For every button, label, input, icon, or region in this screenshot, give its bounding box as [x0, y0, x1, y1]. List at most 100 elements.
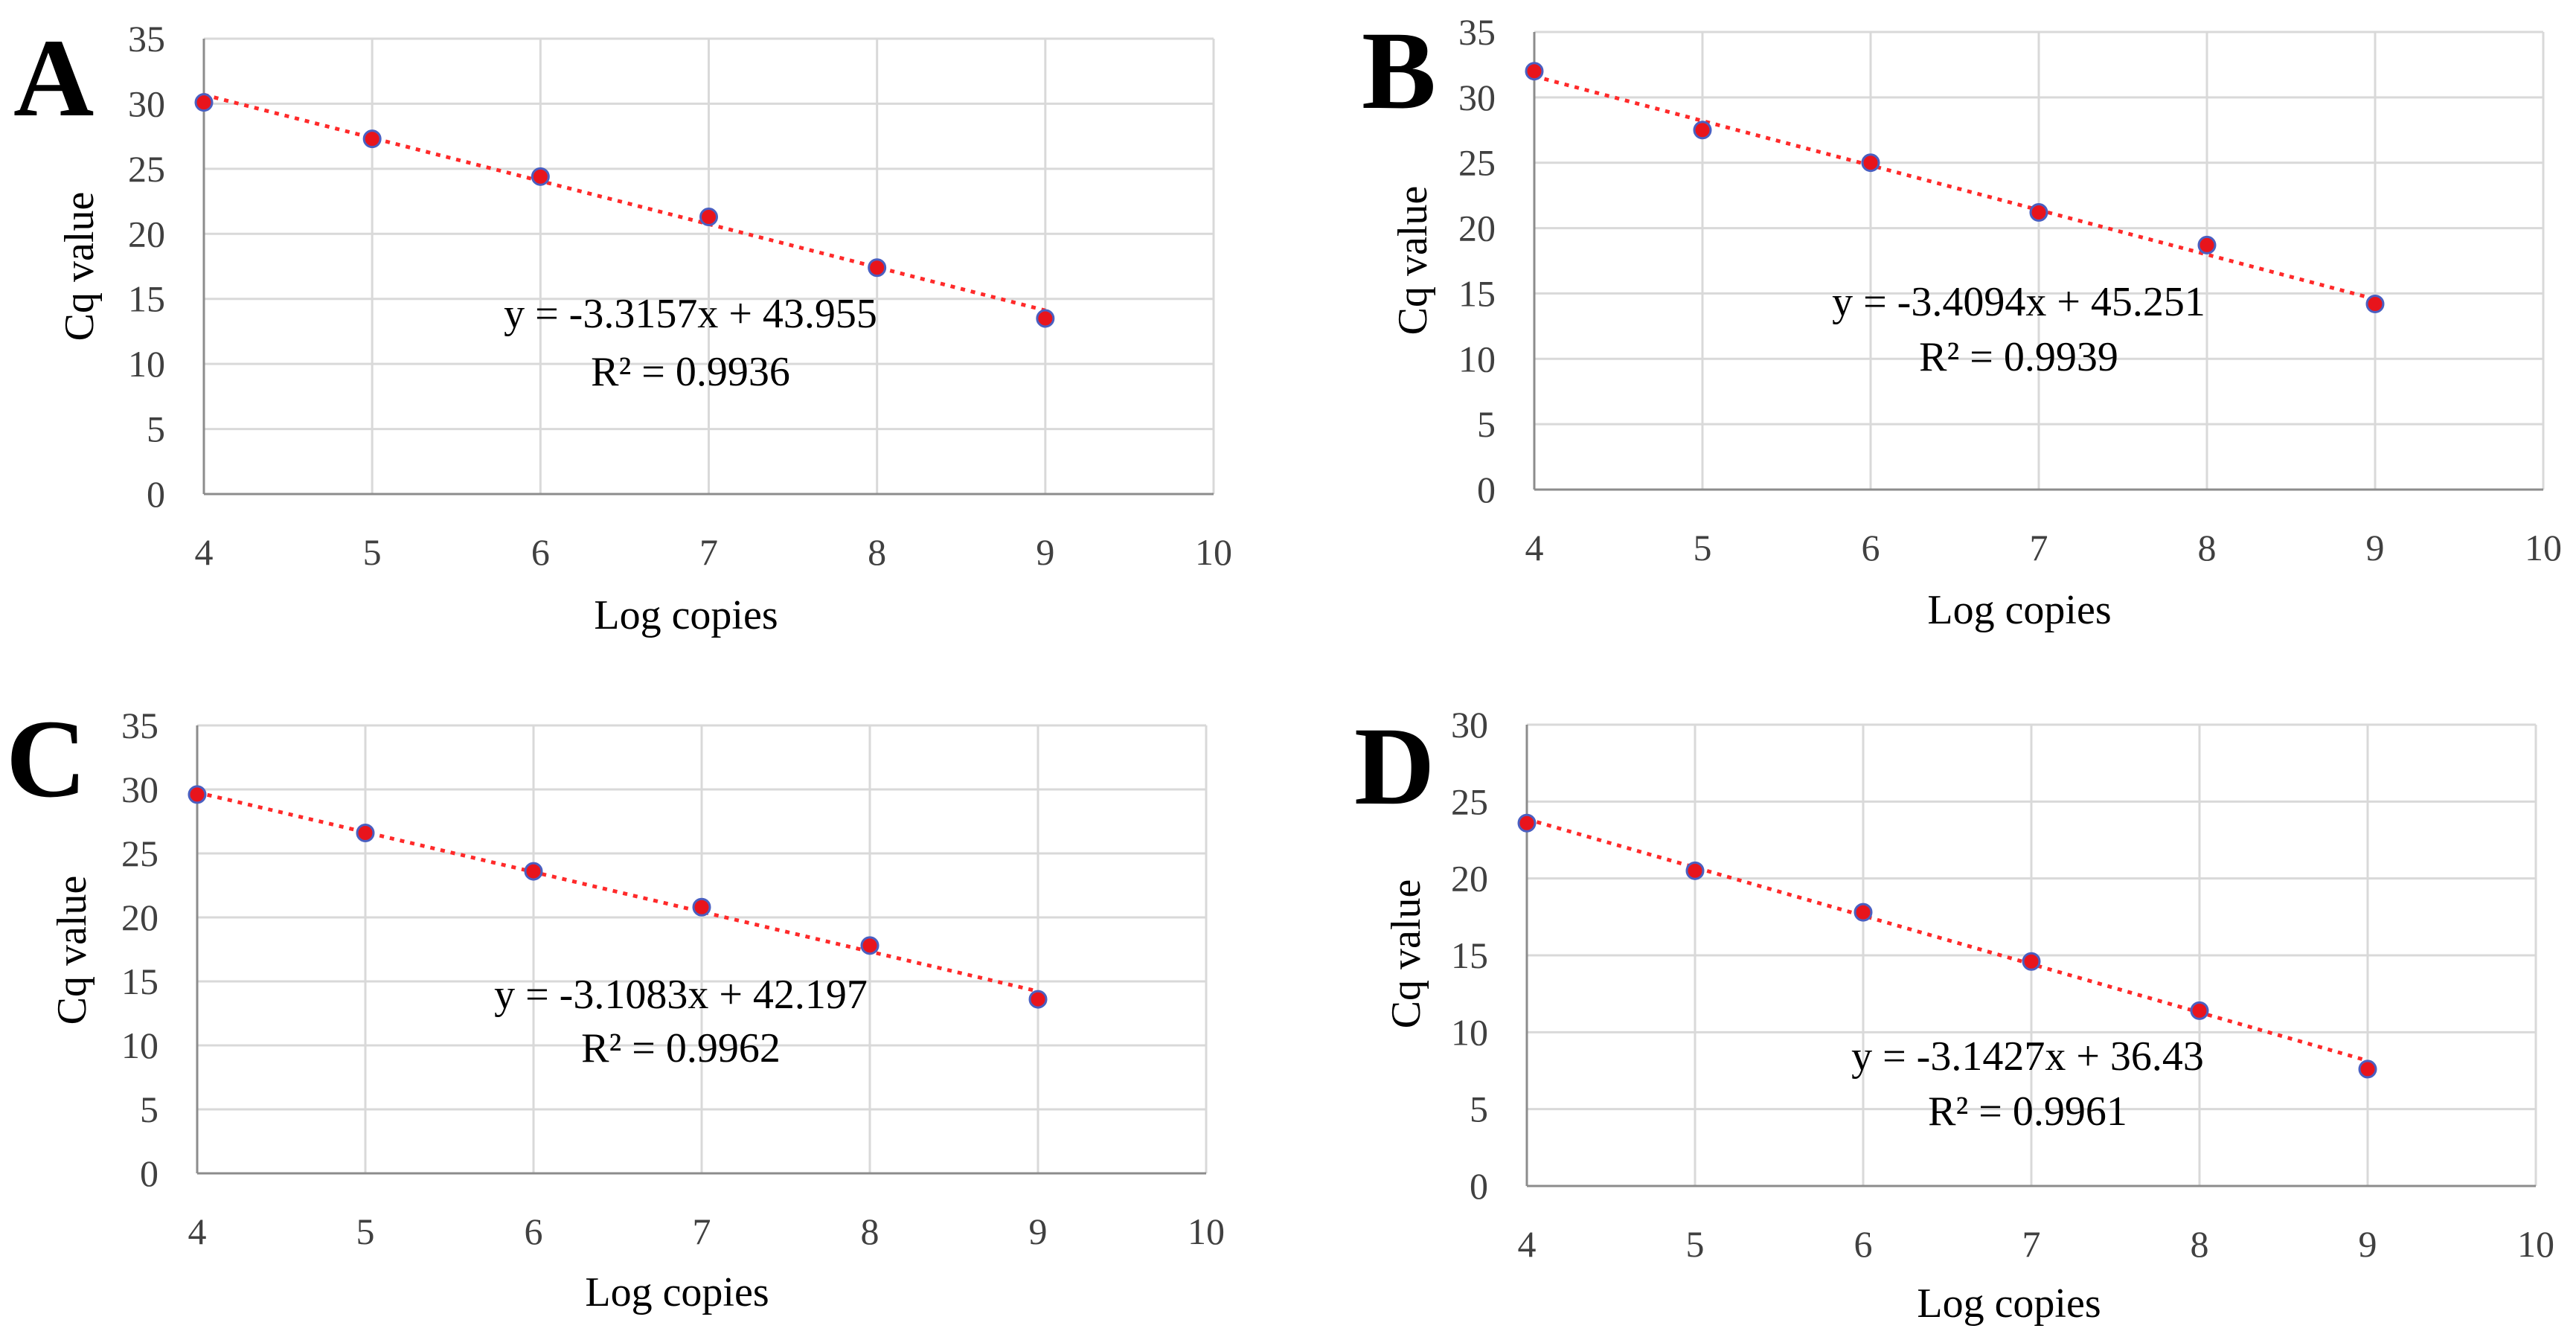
data-point — [2022, 952, 2041, 971]
data-point — [1525, 62, 1544, 81]
data-point — [1517, 813, 1537, 833]
x-tick-label: 6 — [525, 1211, 543, 1252]
y-tick-label: 15 — [121, 961, 158, 1002]
y-axis-title: Cq value — [49, 876, 95, 1025]
y-tick-label: 10 — [1451, 1011, 1488, 1053]
y-tick-label: 5 — [147, 408, 165, 450]
x-tick-label: 4 — [188, 1211, 207, 1252]
y-tick-label: 30 — [1458, 77, 1496, 118]
panel-b: B 0 5 10 15 20 25 30 35 4 5 6 7 8 9 10 Cq value Log co… — [1362, 9, 2562, 633]
y-tick-label: 35 — [128, 18, 165, 60]
y-tick-label: 5 — [140, 1089, 158, 1130]
x-tick-label: 7 — [699, 531, 718, 573]
trendline-equation: y = -3.3157x + 43.955 — [504, 291, 877, 337]
r-squared-label: R² = 0.9961 — [1928, 1089, 2127, 1135]
y-axis-title: Cq value — [57, 192, 103, 342]
x-tick-label: 5 — [1686, 1223, 1705, 1265]
data-point — [362, 129, 382, 149]
x-tick-label: 6 — [531, 531, 550, 573]
data-point — [1693, 121, 1712, 140]
x-tick-label: 6 — [1862, 527, 1880, 568]
y-tick-label: 30 — [128, 83, 165, 124]
x-axis-title: Log copies — [594, 592, 778, 638]
data-point — [2358, 1060, 2377, 1079]
data-point — [868, 258, 887, 278]
r-squared-label: R² = 0.9962 — [581, 1025, 781, 1071]
panel-label: C — [6, 697, 86, 821]
y-tick-label: 30 — [121, 769, 158, 810]
y-tick-label: 20 — [1458, 208, 1496, 249]
data-point — [860, 936, 880, 955]
x-tick-label: 10 — [2517, 1223, 2554, 1265]
x-tick-label: 6 — [1854, 1223, 1873, 1265]
trendline-equation: y = -3.4094x + 45.251 — [1832, 279, 2205, 325]
y-tick-label: 0 — [1470, 1165, 1488, 1207]
x-tick-label: 8 — [2191, 1223, 2209, 1265]
plot-area: 0 5 10 15 20 25 30 4 5 6 7 8 9 10 — [1451, 704, 2554, 1265]
x-tick-label: 5 — [1694, 527, 1712, 568]
panel-label: D — [1354, 705, 1435, 828]
x-tick-label: 7 — [693, 1211, 711, 1252]
x-axis-title: Log copies — [585, 1269, 769, 1315]
y-tick-label: 20 — [121, 897, 158, 938]
x-axis-title: Log copies — [1917, 1280, 2101, 1327]
panel-label: B — [1362, 9, 1436, 132]
r-squared-label: R² = 0.9936 — [591, 349, 790, 395]
x-tick-label: 8 — [861, 1211, 880, 1252]
y-tick-label: 20 — [128, 213, 165, 254]
plot-area: 0 5 10 15 20 25 30 35 4 5 6 7 8 9 10 — [121, 705, 1225, 1252]
trendline — [1534, 74, 2376, 301]
y-tick-label: 25 — [128, 148, 165, 190]
x-tick-label: 10 — [2525, 527, 2562, 568]
data-point — [188, 785, 207, 804]
y-tick-label: 25 — [1458, 142, 1496, 184]
y-tick-label: 0 — [140, 1153, 158, 1194]
y-tick-label: 10 — [1458, 338, 1496, 379]
data-point — [2190, 1001, 2209, 1020]
y-tick-label: 5 — [1477, 403, 1496, 445]
r-squared-label: R² = 0.9939 — [1919, 334, 2118, 380]
data-point — [1028, 990, 1048, 1009]
y-tick-label: 5 — [1470, 1089, 1488, 1130]
y-tick-label: 35 — [1458, 11, 1496, 53]
panel-label: A — [13, 16, 94, 140]
trendline-equation: y = -3.1083x + 42.197 — [494, 972, 868, 1018]
y-tick-label: 15 — [1458, 272, 1496, 314]
data-point — [356, 823, 375, 842]
x-tick-label: 4 — [1525, 527, 1544, 568]
trendline — [203, 92, 1046, 312]
y-axis-title: Cq value — [1390, 186, 1436, 336]
trendline — [1526, 817, 2368, 1063]
panel-a: A 0 5 10 15 20 25 30 35 4 5 6 7 8 9 10 Cq value Log co… — [13, 16, 1232, 638]
y-tick-label: 25 — [1451, 780, 1488, 822]
data-point — [1853, 903, 1873, 922]
y-tick-label: 35 — [121, 705, 158, 746]
trendline — [196, 790, 1039, 993]
y-tick-label: 30 — [1451, 704, 1488, 746]
x-tick-label: 10 — [1188, 1211, 1225, 1252]
y-tick-label: 20 — [1451, 858, 1488, 900]
data-point — [699, 208, 718, 227]
data-point — [194, 93, 214, 112]
data-point — [1861, 153, 1880, 173]
plot-area: 0 5 10 15 20 25 30 35 4 5 6 7 8 9 10 — [1458, 11, 2562, 568]
data-point — [531, 167, 550, 186]
x-tick-label: 8 — [868, 531, 886, 573]
y-tick-label: 0 — [147, 473, 165, 515]
trendline-equation: y = -3.1427x + 36.43 — [1851, 1033, 2204, 1080]
x-tick-label: 9 — [1036, 531, 1054, 573]
data-point — [2029, 202, 2048, 222]
x-tick-label: 7 — [2022, 1223, 2041, 1265]
x-tick-label: 5 — [356, 1211, 375, 1252]
y-tick-label: 15 — [128, 278, 165, 320]
y-tick-label: 10 — [121, 1025, 158, 1066]
x-tick-label: 10 — [1195, 531, 1232, 573]
data-point — [692, 897, 711, 917]
panel-d: D 0 5 10 15 20 25 30 4 5 6 7 8 9 10 Cq value Log copi… — [1354, 704, 2554, 1327]
y-tick-label: 0 — [1477, 469, 1496, 510]
y-tick-label: 15 — [1451, 935, 1488, 976]
y-tick-label: 10 — [128, 343, 165, 385]
x-tick-label: 9 — [1029, 1211, 1048, 1252]
x-tick-label: 5 — [363, 531, 382, 573]
